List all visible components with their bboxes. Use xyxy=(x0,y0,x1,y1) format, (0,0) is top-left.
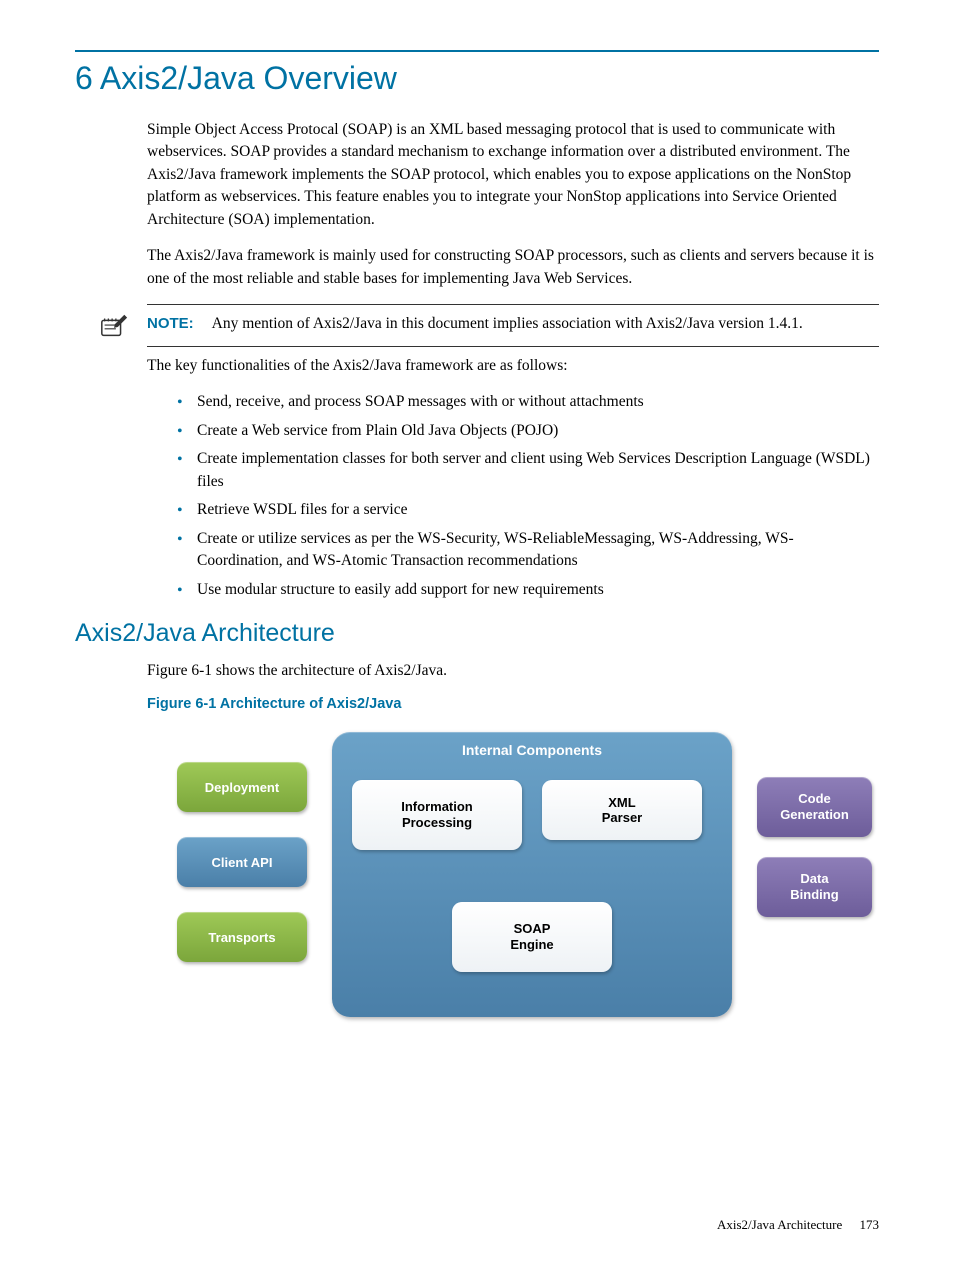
list-item: Create implementation classes for both s… xyxy=(177,448,879,493)
figure-caption: Figure 6-1 Architecture of Axis2/Java xyxy=(147,696,879,712)
chapter-title: 6 Axis2/Java Overview xyxy=(75,60,879,97)
functionality-list: Send, receive, and process SOAP messages… xyxy=(147,391,879,601)
diagram-label: SOAPEngine xyxy=(510,921,553,955)
top-rule xyxy=(75,50,879,52)
diagram-box-soap-engine: SOAPEngine xyxy=(452,902,612,972)
diagram-box-transports: Transports xyxy=(177,912,307,962)
page-footer: Axis2/Java Architecture 173 xyxy=(717,1217,879,1233)
diagram-box-xml-parser: XMLParser xyxy=(542,780,702,840)
footer-page-number: 173 xyxy=(860,1217,880,1232)
diagram-label: CodeGeneration xyxy=(780,791,849,825)
diagram-label: Transports xyxy=(208,930,275,945)
diagram-label: XMLParser xyxy=(602,795,642,825)
architecture-diagram: Internal Components Deployment Client AP… xyxy=(177,732,877,1022)
note-text: Any mention of Axis2/Java in this docume… xyxy=(212,315,803,332)
diagram-box-code-gen: CodeGeneration xyxy=(757,777,872,837)
diagram-label: Client API xyxy=(212,855,273,870)
list-item: Send, receive, and process SOAP messages… xyxy=(177,391,879,413)
footer-section: Axis2/Java Architecture xyxy=(717,1217,842,1232)
list-item: Retrieve WSDL files for a service xyxy=(177,499,879,521)
section-heading-architecture: Axis2/Java Architecture xyxy=(75,619,879,648)
paragraph-figure-ref: Figure 6-1 shows the architecture of Axi… xyxy=(147,660,879,682)
list-item: Create or utilize services as per the WS… xyxy=(177,528,879,573)
paragraph-intro-2: The Axis2/Java framework is mainly used … xyxy=(147,245,879,290)
diagram-label: InformationProcessing xyxy=(401,799,473,833)
diagram-internal-title: Internal Components xyxy=(332,742,732,758)
list-item: Use modular structure to easily add supp… xyxy=(177,579,879,601)
diagram-box-data-binding: DataBinding xyxy=(757,857,872,917)
note-box: NOTE: Any mention of Axis2/Java in this d… xyxy=(147,304,879,346)
paragraph-key-func: The key functionalities of the Axis2/Jav… xyxy=(147,355,879,377)
diagram-box-client-api: Client API xyxy=(177,837,307,887)
diagram-label: Deployment xyxy=(205,780,279,795)
paragraph-intro-1: Simple Object Access Protocal (SOAP) is … xyxy=(147,119,879,231)
diagram-internal-container: Internal Components xyxy=(332,732,732,1017)
note-pencil-icon xyxy=(99,311,129,341)
list-item: Create a Web service from Plain Old Java… xyxy=(177,420,879,442)
diagram-box-info-processing: InformationProcessing xyxy=(352,780,522,850)
diagram-label: DataBinding xyxy=(790,871,838,905)
diagram-box-deployment: Deployment xyxy=(177,762,307,812)
note-label: NOTE: xyxy=(147,315,194,332)
note-content: NOTE: Any mention of Axis2/Java in this d… xyxy=(147,315,803,332)
